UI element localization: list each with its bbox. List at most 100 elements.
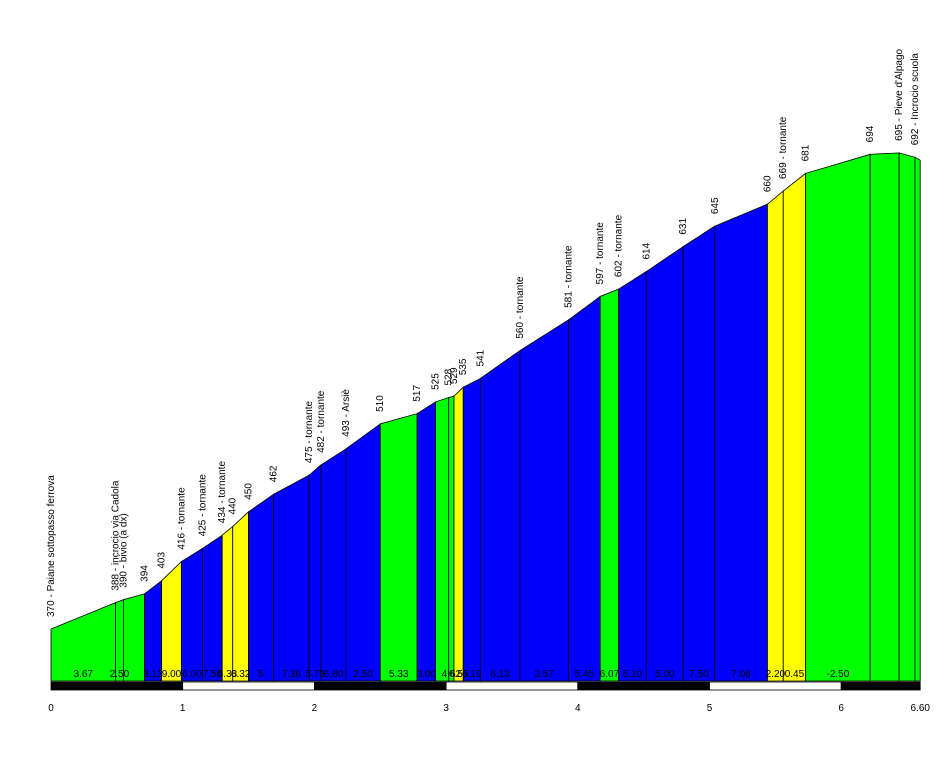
scale-bar-segment: [445, 681, 579, 691]
elevation-label: 560 - tornante: [515, 276, 526, 339]
profile-segment: [180, 547, 203, 682]
gradient-label: 5.33: [389, 669, 409, 680]
elevation-label: 525: [431, 373, 442, 390]
elevation-label: 510: [375, 395, 386, 412]
profile-segment: [320, 448, 347, 682]
profile-segment: [869, 152, 900, 682]
gradient-label: 3.00: [417, 669, 437, 680]
gradient-label: 6.32: [231, 669, 251, 680]
gradient-label: 2.50: [353, 669, 373, 680]
profile-segment: [618, 270, 647, 682]
elevation-labels: 370 - Paiane sottopasso ferrova 388 - inc…: [46, 48, 921, 617]
profile-segment: [232, 510, 249, 682]
elevation-label: 602 - tornante: [614, 214, 625, 277]
elevation-label: 541: [475, 349, 486, 366]
elevation-label: 535: [458, 358, 469, 375]
elevation-label: 482 - tornante: [316, 390, 327, 453]
gradient-label: 6.55: [449, 669, 469, 680]
elevation-label: 597 - tornante: [595, 222, 606, 285]
elevation-label: 614: [641, 242, 652, 259]
elevation-label: 390 - bivio (a dx): [118, 513, 129, 587]
profile-segment: [599, 288, 620, 682]
profile-segments: [50, 152, 921, 682]
gradient-label: 7.36: [282, 669, 302, 680]
elevation-label: 528: [444, 368, 455, 385]
profile-segment: [782, 172, 807, 682]
x-tick-label: 4: [575, 703, 581, 714]
x-tick-label: 0: [48, 703, 54, 714]
elevation-label: 370 - Paiane sottopasso ferrova: [46, 475, 57, 617]
gradient-label: 6.80: [324, 669, 344, 680]
gradient-label: 4.62: [442, 669, 462, 680]
distance-scale-bar: [50, 681, 921, 691]
profile-segment: [462, 377, 481, 682]
profile-segment: [519, 319, 569, 682]
profile-segment: [568, 295, 601, 682]
profile-segment: [645, 245, 684, 682]
gradient-label: 6.19: [462, 669, 482, 680]
gradient-label: 7.50: [689, 669, 709, 680]
elevation-label: 581 - tornante: [564, 245, 575, 308]
elevation-label: 695 - Pieve d'Alpago: [894, 48, 905, 140]
scale-bar-segment: [840, 681, 921, 691]
profile-segment: [144, 579, 163, 682]
elevation-label: 388 - incrocio via Cadola: [111, 480, 122, 590]
profile-segment: [379, 413, 418, 682]
x-tick-label: 1: [180, 703, 186, 714]
profile-segment: [273, 474, 310, 682]
x-tick-label: 2: [312, 703, 318, 714]
scale-bar-segment: [182, 681, 315, 691]
x-tick-label: 6: [838, 703, 844, 714]
profile-segment: [479, 349, 521, 682]
elevation-label: 517: [412, 385, 423, 402]
elevation-label: 475 - tornante: [304, 400, 315, 463]
profile-segment: [416, 401, 436, 682]
elevation-label: 645: [710, 197, 721, 214]
gradient-labels: 3.67 2.50 3.139.00 6.00 7.508.336.32 5 7.36 5.7…: [74, 669, 850, 680]
profile-segment: [448, 395, 455, 682]
gradient-label: 6.13: [490, 669, 510, 680]
elevation-label: 681: [801, 144, 812, 161]
gradient-label: 3.13: [143, 669, 163, 680]
gradient-label: 7.06: [731, 669, 751, 680]
profile-segment: [714, 203, 768, 682]
scale-bar-segment: [709, 681, 842, 691]
elevation-label: 493 - Arsiè: [341, 389, 352, 437]
elevation-label: 450: [244, 483, 255, 500]
gradient-label: 5: [258, 669, 264, 680]
profile-segment: [682, 225, 716, 682]
x-tick-label: 5: [707, 703, 713, 714]
elevation-label: 416 - tornante: [176, 487, 187, 550]
elevation-label: 631: [678, 218, 689, 235]
gradient-label: 2.50: [110, 669, 130, 680]
gradient-label: 6.07: [600, 669, 620, 680]
x-tick-label: 3: [443, 703, 449, 714]
elevation-label: 462: [269, 465, 280, 482]
elevation-label: 692 - Incrocio scuola: [910, 53, 921, 146]
elevation-label: 669 - tornante: [778, 116, 789, 179]
profile-segment: [435, 396, 450, 682]
elevation-label: 440: [228, 497, 239, 514]
profile-segment: [898, 152, 916, 682]
gradient-label: 7.50: [203, 669, 223, 680]
gradient-label: 3.57: [534, 669, 554, 680]
profile-segment: [308, 464, 322, 682]
gradient-label: 5.10: [623, 669, 643, 680]
profile-segment: [767, 190, 784, 682]
x-tick-label: 6.60: [910, 703, 930, 714]
profile-segment: [914, 156, 921, 682]
gradient-label: 9.00: [162, 669, 182, 680]
gradient-label: 3.67: [74, 669, 94, 680]
scale-bar-segment: [577, 681, 710, 691]
elevation-label: 694: [865, 125, 876, 142]
elevation-label: 529: [449, 367, 460, 384]
elevation-label: 394: [140, 565, 151, 582]
gradient-label: 5.45: [575, 669, 595, 680]
scale-bar-segment: [313, 681, 447, 691]
gradient-label: 5.79: [305, 669, 325, 680]
profile-segment: [248, 493, 274, 682]
elevation-label: 425 - tornante: [197, 474, 208, 537]
profile-segment: [202, 534, 223, 682]
elevation-label: 403: [157, 552, 168, 569]
